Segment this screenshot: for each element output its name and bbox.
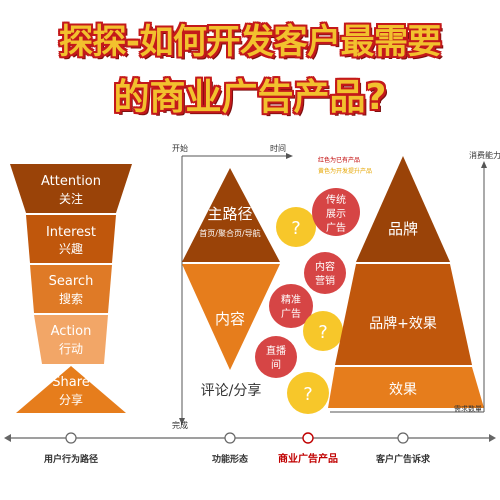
- axis-node-client-demand[interactable]: [397, 432, 409, 444]
- axis-label-user-path: 用户行为路径: [43, 453, 98, 465]
- legend-yellow-item: 黄色为开发提升产品: [318, 167, 372, 175]
- demand-pyramid: 品牌 品牌+效果 效果: [328, 156, 484, 408]
- funnel-attention-cn: 关注: [59, 191, 83, 206]
- axis-node-function[interactable]: [224, 432, 236, 444]
- pyramid-label-effect: 效果: [389, 382, 417, 398]
- axis-label-client-demand: 客户广告诉求: [375, 453, 431, 465]
- axis-label-demand: 需求数量: [454, 404, 482, 413]
- circle-content-marketing-label: 内容营销: [315, 260, 335, 287]
- funnel-attention-en: Attention: [41, 174, 101, 189]
- funnel-action-cn: 行动: [59, 342, 83, 356]
- circle-precision-ads: [269, 284, 313, 328]
- axis-label-start: 开始: [172, 143, 188, 153]
- circle-traditional-display-label: 传统展示广告: [326, 193, 346, 234]
- diamond-top: [182, 168, 280, 262]
- legend-red-item: 红色为已有产品: [318, 156, 360, 164]
- funnel-share-en: Share: [52, 375, 90, 390]
- funnel-layer-action: [34, 315, 108, 364]
- consumption-axis: [481, 161, 487, 412]
- funnel-interest-cn: 兴趣: [59, 241, 83, 256]
- diamond-top-title: 主路径: [207, 205, 252, 223]
- circle-content-marketing: [304, 252, 346, 294]
- diamond-middle: 内容: [215, 310, 245, 328]
- axis-label-ad-product: 商业广告产品: [278, 452, 338, 465]
- page-title-line2: 的商业广告产品?: [113, 77, 387, 118]
- page-title-line1: 探探-如何开发客户最需要: [58, 22, 442, 62]
- horizontal-axis-arrow: [286, 153, 293, 159]
- axis-node-user-path[interactable]: [65, 432, 77, 444]
- circle-unknown-3-mark: ?: [303, 384, 313, 405]
- funnel-layer-search: [30, 265, 112, 313]
- axis-label-function: 功能形态: [212, 453, 248, 465]
- circle-live-room-label: 直播间: [266, 344, 286, 371]
- vertical-axis-arrow: [179, 418, 185, 425]
- pyramid-level-brand: [356, 156, 450, 262]
- axis-label-complete: 完成: [172, 420, 188, 430]
- pyramid-level-brand-effect: [335, 264, 472, 365]
- funnel-layer-attention: [10, 164, 132, 213]
- ad-product-circles: ? 传统展示广告 内容营销 精准广告 ? 直播间 ?: [255, 188, 360, 414]
- pyramid-label-brand-effect: 品牌+效果: [369, 315, 437, 332]
- circle-unknown-3: [287, 372, 329, 414]
- circle-unknown-2-mark: ?: [318, 322, 328, 343]
- funnel-layer-share: [16, 366, 126, 413]
- funnel-search-cn: 搜索: [59, 291, 83, 306]
- diamond-bottom-label: 评论/分享: [201, 382, 262, 399]
- circle-traditional-display: [312, 188, 360, 236]
- pyramid-label-brand: 品牌: [388, 220, 418, 238]
- funnel-share-cn: 分享: [59, 392, 83, 407]
- axis-node-ad-product[interactable]: [302, 432, 314, 444]
- bottom-axis-right-arrow: [489, 434, 496, 442]
- bottom-axis: 用户行为路径 功能形态 商业广告产品 客户广告诉求: [4, 432, 496, 465]
- pyramid-level-effect: [328, 367, 484, 408]
- circle-unknown-2: [303, 311, 343, 351]
- time-axes: [179, 153, 293, 425]
- funnel-layer-interest: [26, 215, 116, 263]
- circle-unknown-1: [276, 207, 316, 247]
- aisas-funnel: Attention 关注 Interest 兴趣 Search 搜索 Actio…: [10, 164, 132, 413]
- circle-live-room: [255, 336, 297, 378]
- circle-precision-ads-label: 精准广告: [281, 293, 301, 320]
- funnel-action-en: Action: [51, 324, 92, 339]
- funnel-interest-en: Interest: [46, 225, 96, 240]
- funnel-search-en: Search: [49, 274, 94, 289]
- circle-unknown-1-mark: ?: [291, 218, 301, 239]
- axis-label-consumption: 消费能力: [469, 150, 500, 160]
- diamond-bottom: [182, 264, 280, 370]
- function-diamond: 主路径 首页/聚合页/导航 内容 评论/分享: [182, 168, 280, 399]
- axis-label-time: 时间: [270, 143, 286, 153]
- diamond-top-sub: 首页/聚合页/导航: [199, 228, 260, 238]
- bottom-axis-left-arrow: [4, 434, 11, 442]
